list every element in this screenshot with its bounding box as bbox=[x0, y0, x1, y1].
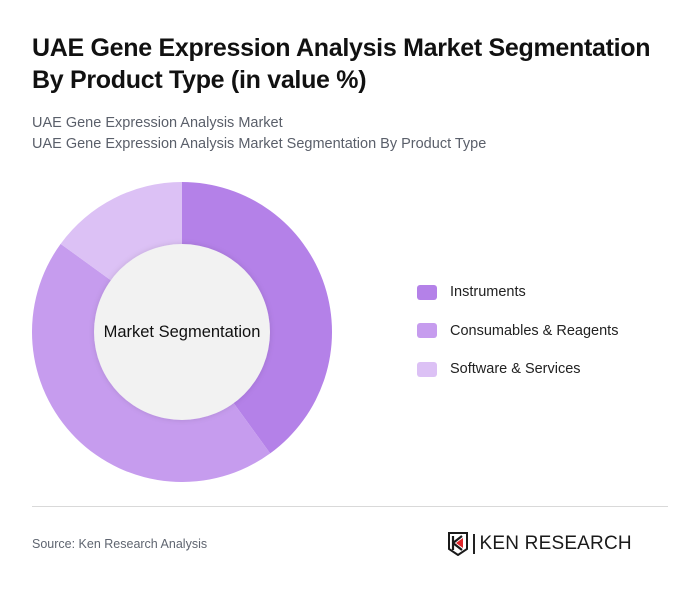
chart-legend: Instruments Consumables & Reagents Softw… bbox=[417, 282, 618, 398]
footer-divider bbox=[32, 506, 668, 507]
legend-item-software[interactable]: Software & Services bbox=[417, 359, 618, 379]
logo-separator bbox=[473, 534, 475, 554]
donut-center bbox=[94, 244, 270, 420]
legend-item-instruments[interactable]: Instruments bbox=[417, 282, 618, 302]
donut-chart bbox=[32, 182, 332, 482]
legend-swatch-icon bbox=[417, 284, 437, 300]
legend-swatch-icon bbox=[417, 323, 437, 338]
chart-subtitle-market: UAE Gene Expression Analysis Market bbox=[32, 115, 283, 131]
source-note: Source: Ken Research Analysis bbox=[32, 537, 208, 551]
legend-swatch-icon bbox=[417, 361, 437, 377]
ken-research-shield-icon bbox=[448, 532, 468, 556]
chart-subtitle-segmentation: UAE Gene Expression Analysis Market Segm… bbox=[32, 136, 487, 152]
legend-label: Consumables & Reagents bbox=[450, 322, 619, 339]
logo-text: KEN RESEARCH bbox=[479, 533, 632, 554]
ken-research-logo: KEN RESEARCH bbox=[447, 531, 632, 557]
legend-item-consumables[interactable]: Consumables & Reagents bbox=[417, 321, 618, 341]
legend-label: Software & Services bbox=[450, 361, 581, 377]
legend-label: Instruments bbox=[450, 284, 526, 300]
chart-title: UAE Gene Expression Analysis Market Segm… bbox=[32, 34, 651, 94]
